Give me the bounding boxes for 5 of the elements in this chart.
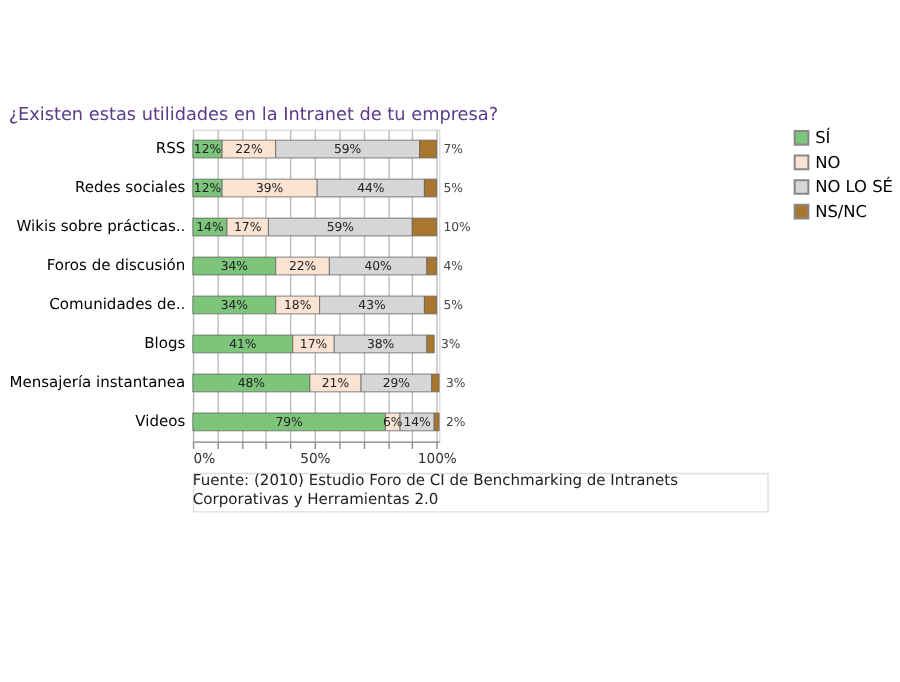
legend-label: NO [815, 151, 841, 172]
legend-label: NO LO SÉ [815, 176, 893, 197]
chart-title: ¿Existen estas utilidades en la Intranet de tu empresa? [8, 105, 499, 126]
legend-label: SÍ [815, 127, 832, 148]
legend-label: NS/NC [815, 201, 868, 222]
